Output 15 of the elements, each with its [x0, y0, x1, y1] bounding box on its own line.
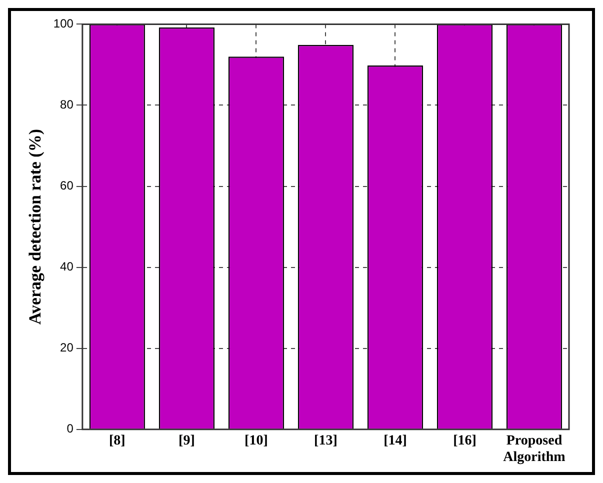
x-tick-label: [8]	[109, 433, 126, 448]
x-tick-label: [16]	[453, 433, 476, 448]
y-tick-label: 0	[66, 422, 74, 436]
y-tick-label: 20	[60, 340, 74, 355]
y-tick-label: 60	[60, 178, 74, 193]
y-tick-label: 100	[53, 16, 74, 31]
frame-border: Average detection rate (%) [8] [9] [10] [13] [14] [16] Proposed Algorithm 0 20 40 60 80 100	[8, 8, 595, 475]
x-tick-label: Proposed Algorithm	[503, 433, 566, 466]
x-tick-label: [9]	[178, 433, 195, 448]
x-tick-label: [13]	[314, 433, 338, 448]
y-tick-label: 40	[60, 260, 74, 274]
x-tick-label: [14]	[384, 433, 407, 448]
x-tick-label: [10]	[244, 433, 268, 448]
y-axis-title: Average detection rate (%)	[26, 129, 45, 325]
y-tick-label: 80	[60, 98, 74, 112]
